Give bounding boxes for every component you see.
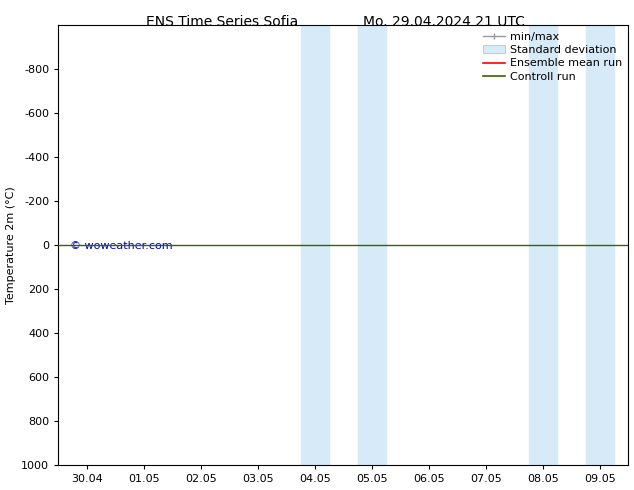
Legend: min/max, Standard deviation, Ensemble mean run, Controll run: min/max, Standard deviation, Ensemble me…	[479, 27, 626, 86]
Text: Mo. 29.04.2024 21 UTC: Mo. 29.04.2024 21 UTC	[363, 15, 525, 29]
Bar	[301, 25, 329, 465]
Bar	[586, 25, 614, 465]
Text: ENS Time Series Sofia: ENS Time Series Sofia	[146, 15, 298, 29]
Bar	[358, 25, 386, 465]
Y-axis label: Temperature 2m (°C): Temperature 2m (°C)	[6, 186, 16, 304]
Bar	[529, 25, 557, 465]
Text: © woweather.com: © woweather.com	[70, 241, 172, 251]
